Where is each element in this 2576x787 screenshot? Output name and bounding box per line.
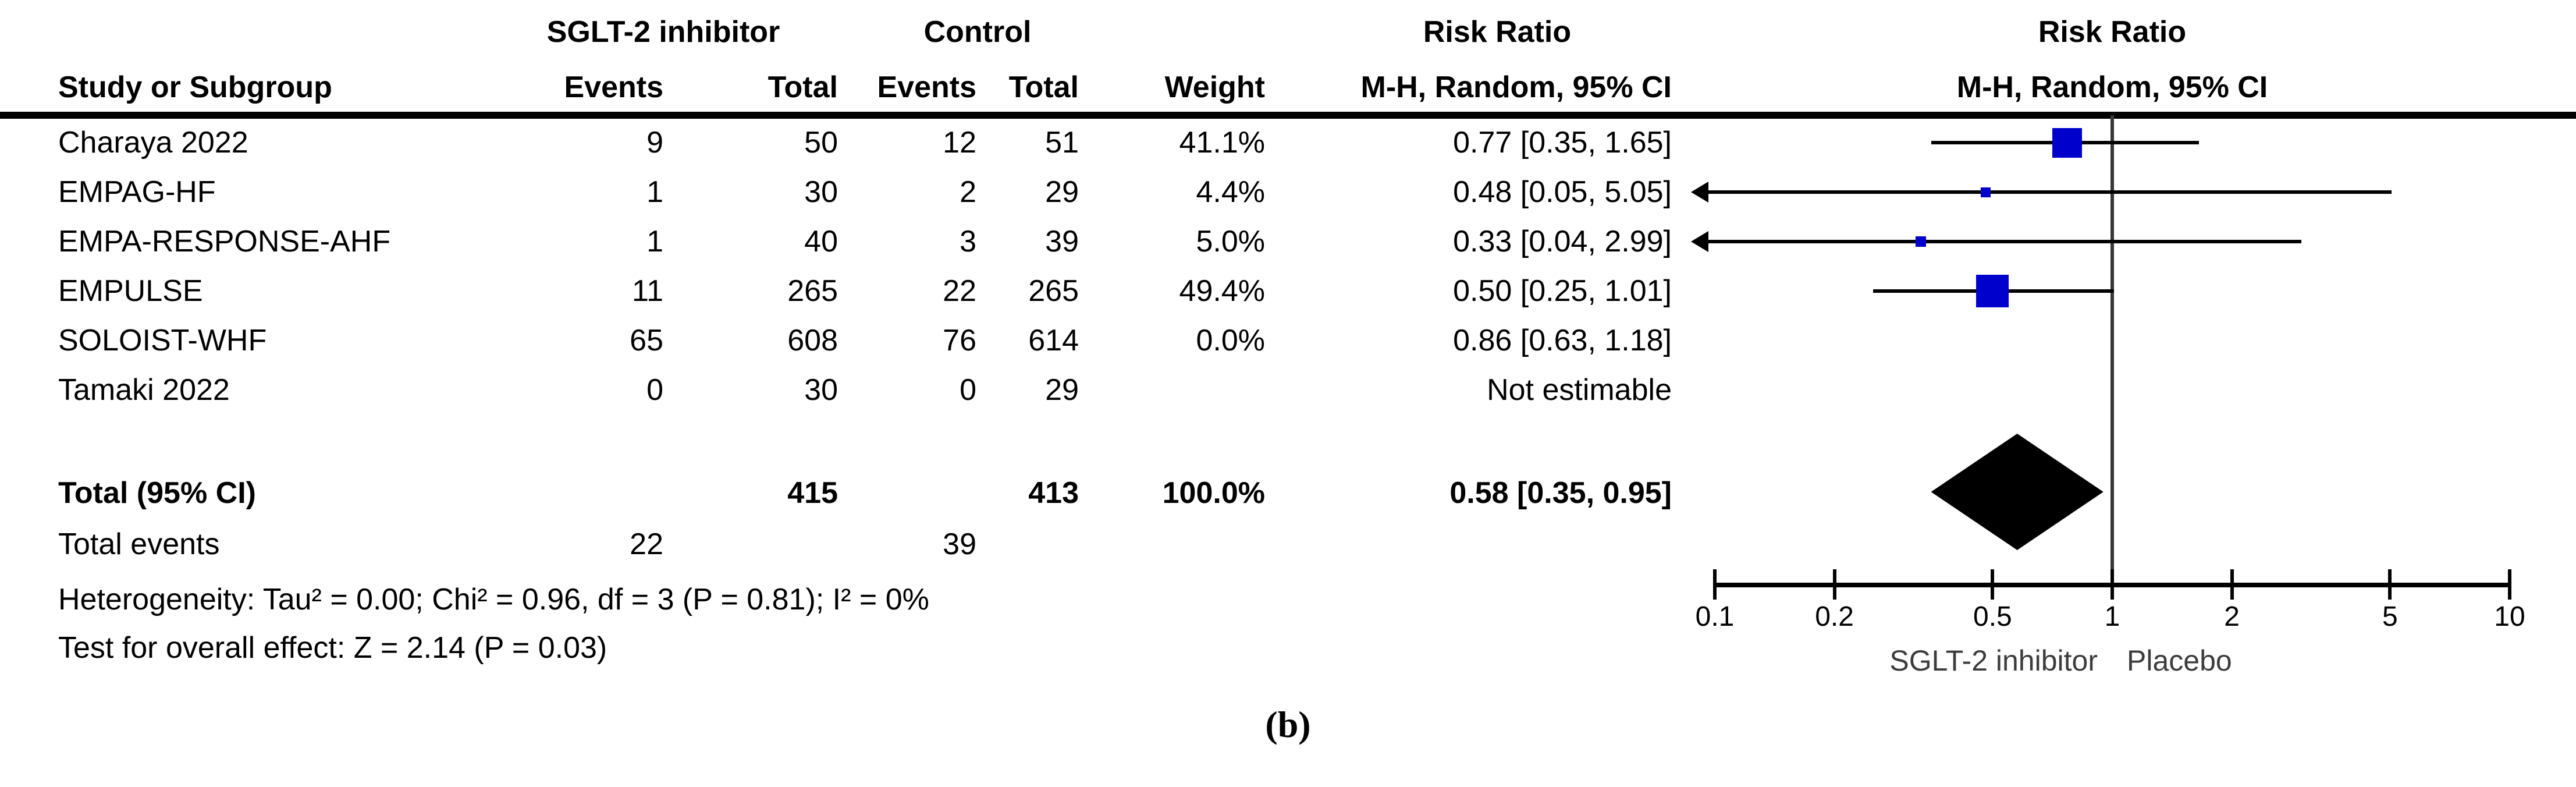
ci-line (1708, 190, 2392, 194)
col-header-control-events: Events (877, 70, 976, 104)
col-header-treatment-total: Total (768, 70, 838, 104)
null-effect-line (2110, 115, 2114, 587)
total-row-label: Total (95% CI) (58, 476, 256, 510)
row-risk-ratio: 0.33 [0.04, 2.99] (1453, 225, 1672, 258)
treatment-total: 30 (804, 373, 838, 407)
total-risk-ratio: 0.58 [0.35, 0.95] (1449, 476, 1672, 510)
pooled-effect-diamond (1931, 434, 2104, 550)
control-events: 22 (943, 274, 976, 308)
treatment-total: 50 (804, 126, 838, 159)
favours-control-label: Placebo (2127, 644, 2232, 677)
study-name: Charaya 2022 (58, 126, 248, 159)
row-risk-ratio: Not estimable (1487, 373, 1672, 407)
rr-column-header-line1: Risk Ratio (1423, 15, 1572, 49)
control-events: 3 (960, 225, 976, 258)
control-total: 39 (1045, 225, 1079, 258)
study-name: Tamaki 2022 (58, 373, 230, 407)
total-weight: 100.0% (1162, 476, 1265, 510)
total-control-n: 413 (1028, 476, 1079, 510)
axis-tick (2508, 569, 2511, 600)
row-weight: 4.4% (1196, 175, 1265, 209)
favours-treatment-label: SGLT-2 inhibitor (1889, 644, 2098, 677)
treatment-events: 0 (646, 373, 663, 407)
study-weight-square (1916, 236, 1927, 247)
total-events-label: Total events (58, 527, 220, 561)
study-weight-square (2052, 127, 2082, 158)
axis-tick (1832, 569, 1836, 600)
col-header-control-total: Total (1008, 70, 1079, 104)
axis-tick-label: 0.2 (1815, 601, 1854, 632)
row-weight: 49.4% (1179, 274, 1265, 308)
treatment-events: 65 (630, 324, 663, 357)
axis-tick (1713, 569, 1717, 600)
study-name: EMPAG-HF (58, 175, 216, 209)
axis-tick-label: 10 (2494, 601, 2525, 632)
axis-tick-label: 1 (2104, 601, 2120, 632)
axis-tick-label: 0.5 (1973, 601, 2012, 632)
control-events: 76 (943, 324, 976, 357)
plot-header-line1: Risk Ratio (2038, 15, 2187, 49)
ci-line (1708, 240, 2301, 243)
ci-arrow-left (1691, 231, 1708, 252)
group-header-treatment: SGLT-2 inhibitor (546, 15, 780, 49)
total-treatment-n: 415 (787, 476, 838, 510)
study-name: SOLOIST-WHF (58, 324, 267, 357)
axis-tick (1991, 569, 1995, 600)
treatment-total: 608 (787, 324, 838, 357)
rr-column-header-line2: M-H, Random, 95% CI (1360, 70, 1672, 104)
control-events: 2 (960, 175, 976, 209)
overall-effect-stats: Test for overall effect: Z = 2.14 (P = 0… (58, 631, 607, 665)
control-events: 0 (960, 373, 976, 407)
axis-tick-label: 0.1 (1695, 601, 1735, 632)
axis-tick-label: 5 (2382, 601, 2398, 632)
heterogeneity-stats: Heterogeneity: Tau² = 0.00; Chi² = 0.96,… (58, 583, 929, 616)
treatment-events: 1 (646, 175, 663, 209)
axis-tick (2110, 569, 2114, 600)
col-header-weight: Weight (1164, 70, 1265, 104)
control-total: 265 (1028, 274, 1079, 308)
row-weight: 5.0% (1196, 225, 1265, 258)
row-risk-ratio: 0.48 [0.05, 5.05] (1453, 175, 1672, 209)
axis-tick (2388, 569, 2392, 600)
treatment-events: 1 (646, 225, 663, 258)
treatment-events: 11 (632, 274, 663, 308)
header-divider-line (0, 112, 2576, 119)
treatment-events: 9 (646, 126, 663, 159)
study-name: EMPULSE (58, 274, 203, 308)
treatment-total: 40 (804, 225, 838, 258)
control-events: 12 (943, 126, 976, 159)
total-events-control: 39 (943, 527, 976, 561)
col-header-study: Study or Subgroup (58, 70, 332, 104)
row-risk-ratio: 0.77 [0.35, 1.65] (1453, 126, 1672, 159)
control-total: 29 (1045, 175, 1079, 209)
control-total: 29 (1045, 373, 1079, 407)
row-risk-ratio: 0.86 [0.63, 1.18] (1453, 324, 1672, 357)
figure-caption: (b) (1265, 704, 1311, 745)
ci-arrow-left (1691, 182, 1708, 203)
row-weight: 41.1% (1179, 126, 1265, 159)
control-total: 614 (1028, 324, 1079, 357)
total-events-treatment: 22 (630, 527, 663, 561)
control-total: 51 (1045, 126, 1079, 159)
group-header-control: Control (923, 15, 1032, 49)
row-risk-ratio: 0.50 [0.25, 1.01] (1453, 274, 1672, 308)
col-header-treatment-events: Events (564, 70, 663, 104)
treatment-total: 30 (804, 175, 838, 209)
study-weight-square (1976, 275, 2009, 307)
study-name: EMPA-RESPONSE-AHF (58, 225, 391, 258)
axis-tick-label: 2 (2224, 601, 2240, 632)
axis-tick (2230, 569, 2234, 600)
plot-header-line2: M-H, Random, 95% CI (1956, 70, 2268, 104)
study-weight-square (1980, 187, 1991, 197)
row-weight: 0.0% (1196, 324, 1265, 357)
treatment-total: 265 (787, 274, 838, 308)
